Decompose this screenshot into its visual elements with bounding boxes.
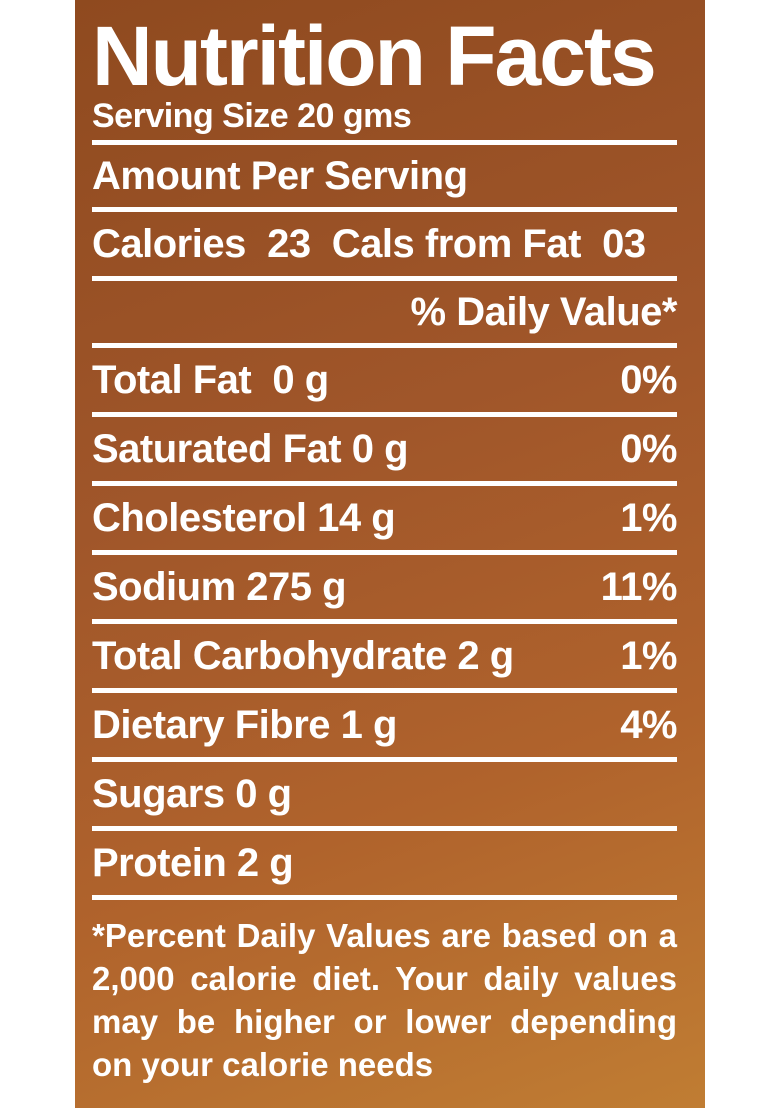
nutrient-name: Sodium 275 g [92,564,347,609]
nutrient-name: Dietary Fibre 1 g [92,702,397,747]
daily-value-header-row: % Daily Value* [92,281,678,343]
calories-text: Calories 23 Cals from Fat 03 [92,221,646,266]
divider [92,343,677,348]
amount-per-serving-row: Amount Per Serving [92,145,677,207]
amount-per-serving: Amount Per Serving [92,153,468,198]
nutrient-row: Saturated Fat 0 g 0% [92,417,677,481]
label-title: Nutrition Facts [92,9,657,103]
nutrient-daily-value: 1% [620,633,677,678]
nutrient-daily-value: 4% [620,702,677,747]
divider [92,688,677,693]
serving-size: Serving Size 20 gms [92,97,412,135]
divider [92,826,677,831]
nutrient-name: Total Fat 0 g [92,357,329,402]
nutrient-row: Protein 2 g [92,831,677,895]
nutrient-name: Total Carbohydrate 2 g [92,633,514,678]
divider [92,619,677,624]
nutrient-name: Cholesterol 14 g [92,495,396,540]
nutrient-row: Total Carbohydrate 2 g 1% [92,624,677,688]
divider [92,481,677,486]
nutrition-label: Nutrition Facts Serving Size 20 gms Amou… [75,0,705,1108]
divider [92,276,677,281]
divider [92,895,677,900]
nutrient-daily-value: 0% [620,357,677,402]
nutrient-daily-value: 1% [620,495,677,540]
nutrient-name: Sugars 0 g [92,771,292,816]
nutrient-name: Saturated Fat 0 g [92,426,409,471]
divider [92,140,677,145]
divider [92,412,677,417]
daily-value-footnote: *Percent Daily Values are based on a 2,0… [92,917,677,1083]
daily-value-header: % Daily Value* [410,289,678,334]
nutrient-row: Sodium 275 g 11% [92,555,678,619]
nutrient-row: Sugars 0 g [92,762,677,826]
divider [92,207,677,212]
nutrient-name: Protein 2 g [92,840,294,885]
nutrient-daily-value: 0% [620,426,677,471]
divider [92,757,677,762]
nutrient-row: Dietary Fibre 1 g 4% [92,693,677,757]
calories-row: Calories 23 Cals from Fat 03 [92,212,677,276]
nutrient-row: Total Fat 0 g 0% [92,348,677,412]
nutrient-row: Cholesterol 14 g 1% [92,486,677,550]
divider [92,550,677,555]
nutrient-daily-value: 11% [600,564,678,609]
